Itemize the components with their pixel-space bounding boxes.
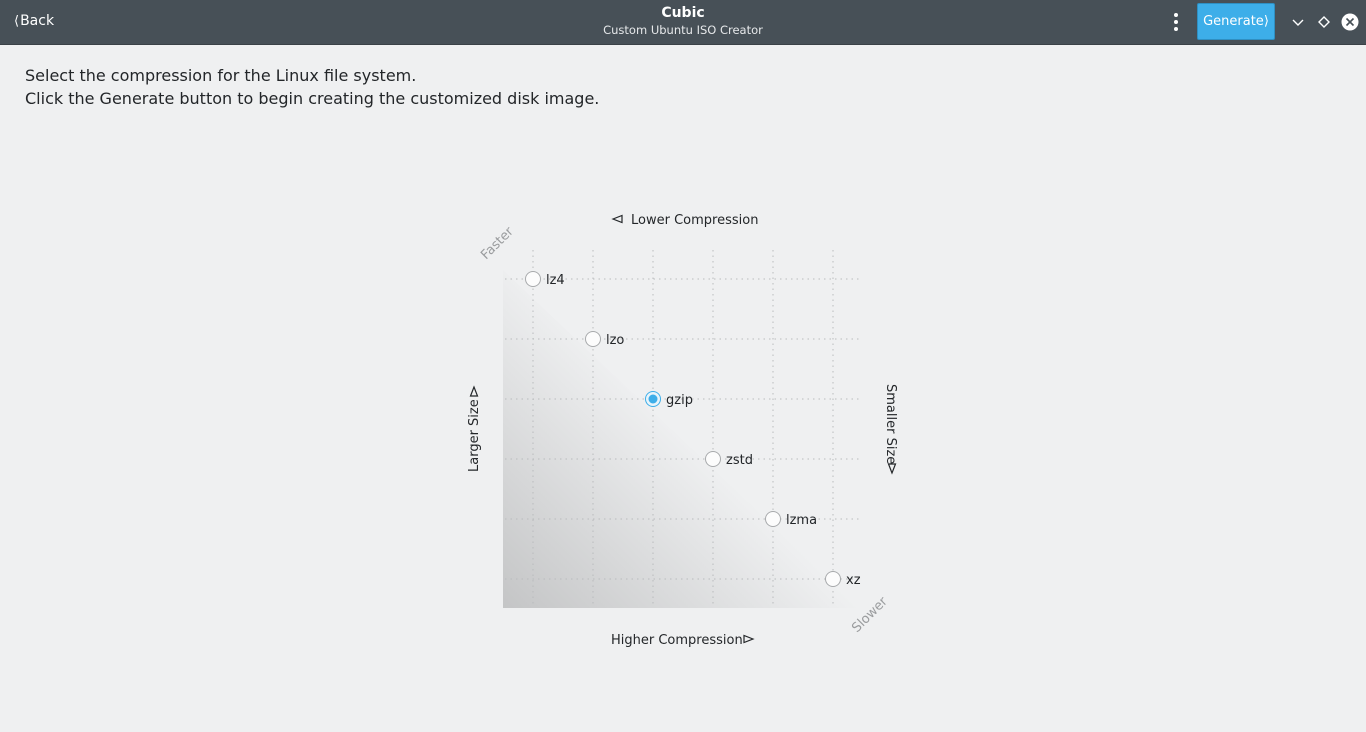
radio-option-xz[interactable]: xz — [825, 571, 861, 589]
maximize-icon[interactable] — [1314, 12, 1334, 32]
radio-label-gzip[interactable]: gzip — [666, 393, 693, 408]
radio-button-xz[interactable] — [825, 571, 841, 587]
radio-button-lzo[interactable] — [585, 331, 601, 347]
radio-option-lzma[interactable]: lzma — [765, 511, 818, 529]
back-chevron-icon: ⟨ — [14, 14, 20, 29]
kebab-menu-icon[interactable] — [1166, 11, 1186, 33]
generate-chevron-icon: ⟩ — [1263, 14, 1269, 29]
instructions: Select the compression for the Linux fil… — [25, 64, 599, 110]
right-arrow-icon — [887, 463, 897, 475]
radio-option-lz4[interactable]: lz4 — [525, 271, 565, 289]
radio-button-lzma[interactable] — [765, 511, 781, 527]
back-label: Back — [20, 13, 55, 29]
instruction-line-1: Select the compression for the Linux fil… — [25, 66, 417, 85]
header-bar: ⟨Back Cubic Custom Ubuntu ISO Creator Ge… — [0, 0, 1366, 45]
close-icon[interactable] — [1340, 12, 1360, 32]
radio-label-lzo[interactable]: lzo — [606, 333, 624, 348]
radio-option-zstd[interactable]: zstd — [705, 451, 753, 469]
compression-options: lz4 lzo gzip zstd lzma xz — [525, 271, 861, 589]
radio-dot-gzip — [648, 394, 658, 404]
generate-button[interactable]: Generate⟩ — [1197, 3, 1275, 40]
instruction-line-2: Click the Generate button to begin creat… — [25, 89, 600, 108]
radio-label-lz4[interactable]: lz4 — [546, 273, 565, 288]
back-button[interactable]: ⟨Back — [8, 11, 60, 31]
radio-label-zstd[interactable]: zstd — [726, 453, 753, 468]
right-axis-label: Smaller Size — [883, 384, 898, 464]
faster-label: Faster — [478, 224, 517, 263]
radio-option-gzip[interactable]: gzip — [645, 391, 693, 409]
generate-label: Generate — [1203, 14, 1264, 29]
bottom-arrow-icon — [743, 634, 755, 644]
left-arrow-icon — [469, 385, 479, 397]
slower-label: Slower — [849, 594, 891, 636]
top-arrow-icon — [611, 214, 623, 224]
radio-button-lz4[interactable] — [525, 271, 541, 287]
radio-option-lzo[interactable]: lzo — [585, 331, 625, 349]
grid — [505, 250, 860, 606]
radio-label-lzma[interactable]: lzma — [786, 513, 817, 528]
radio-button-zstd[interactable] — [705, 451, 721, 467]
bottom-axis-label: Higher Compression — [611, 633, 743, 648]
radio-label-xz[interactable]: xz — [846, 573, 861, 588]
minimize-icon[interactable] — [1288, 12, 1308, 32]
top-axis-label: Lower Compression — [631, 213, 758, 228]
left-axis-label: Larger Size — [467, 399, 482, 472]
speed-triangle — [503, 270, 860, 608]
